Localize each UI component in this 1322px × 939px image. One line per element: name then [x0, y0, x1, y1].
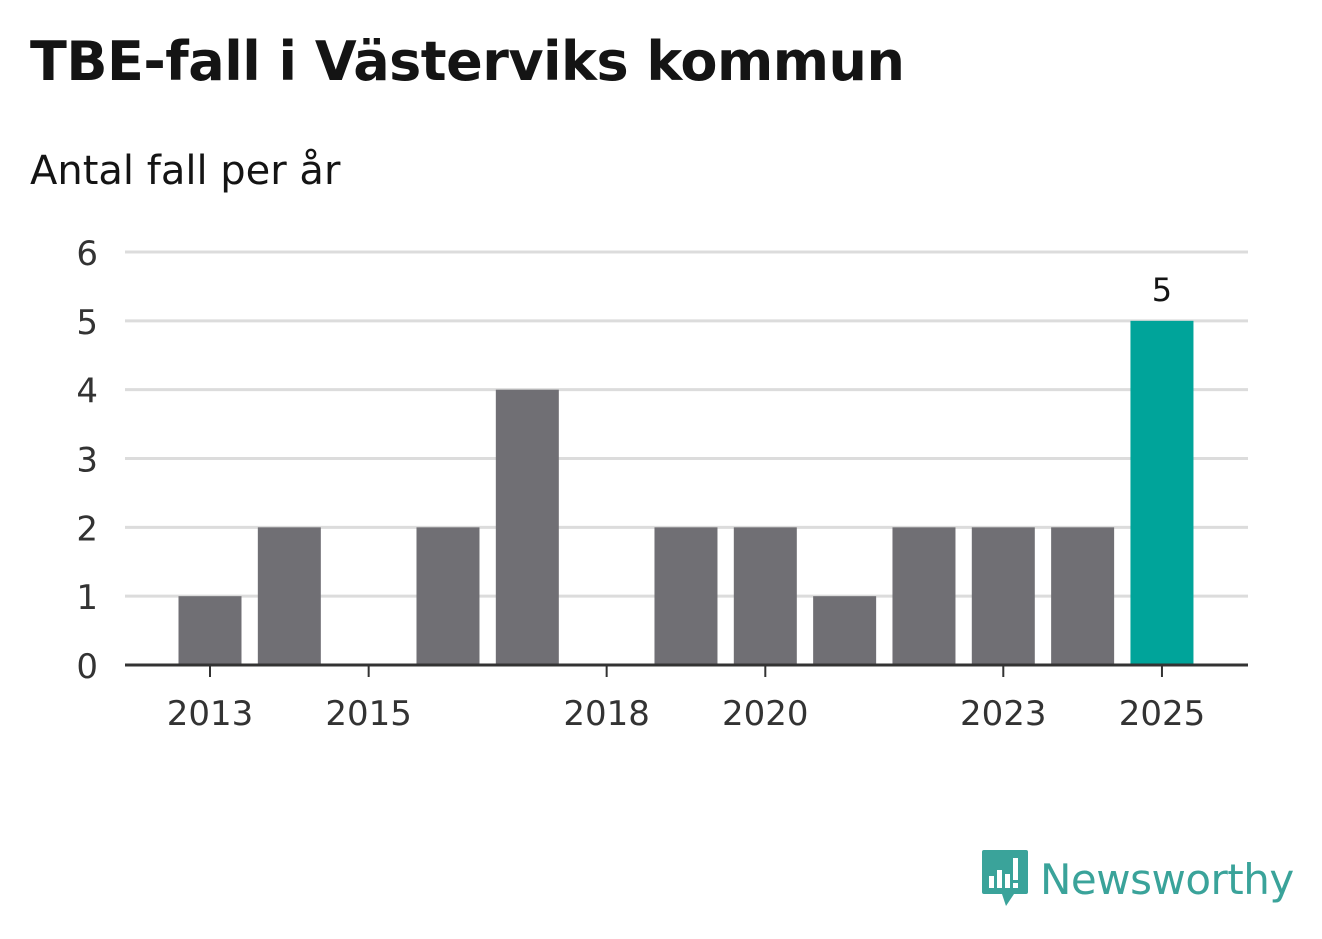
x-tick-label: 2023 [960, 694, 1047, 734]
bar-2019 [654, 527, 718, 665]
x-tick-label: 2015 [325, 694, 412, 734]
chart-title: TBE-fall i Västerviks kommun [30, 30, 905, 93]
bar-2017 [495, 389, 559, 665]
brand-name: Newsworthy [1040, 854, 1294, 904]
bar-2022 [892, 527, 956, 665]
y-tick-label: 1 [76, 578, 98, 618]
x-tick-label: 2025 [1119, 694, 1206, 734]
newsworthy-logo-icon [982, 850, 1028, 906]
bar-2020 [733, 527, 797, 665]
brand-logo: Newsworthy [980, 848, 1294, 910]
y-tick-label: 0 [76, 647, 98, 687]
x-tick-label: 2018 [563, 694, 650, 734]
y-tick-label: 2 [76, 509, 98, 549]
y-tick-label: 3 [76, 441, 98, 481]
bar-chart: 0 1 2 3 4 5 6 5 2013 2015 2018 2020 2023 2025 [76, 234, 1248, 734]
y-tick-label: 4 [76, 372, 98, 412]
bar-2023 [971, 527, 1035, 665]
y-tick-label: 5 [76, 303, 98, 343]
bar-2024 [1051, 527, 1115, 665]
y-tick-label: 6 [76, 234, 98, 274]
bar-2025 [1130, 320, 1194, 665]
bar-2021 [813, 596, 877, 665]
bar-2013 [178, 596, 242, 665]
bar-2016 [416, 527, 480, 665]
x-tick-label: 2020 [722, 694, 809, 734]
x-tick-label: 2013 [167, 694, 254, 734]
bar-2014 [257, 527, 321, 665]
data-label: 5 [1152, 271, 1172, 309]
chart-subtitle: Antal fall per år [30, 148, 341, 194]
